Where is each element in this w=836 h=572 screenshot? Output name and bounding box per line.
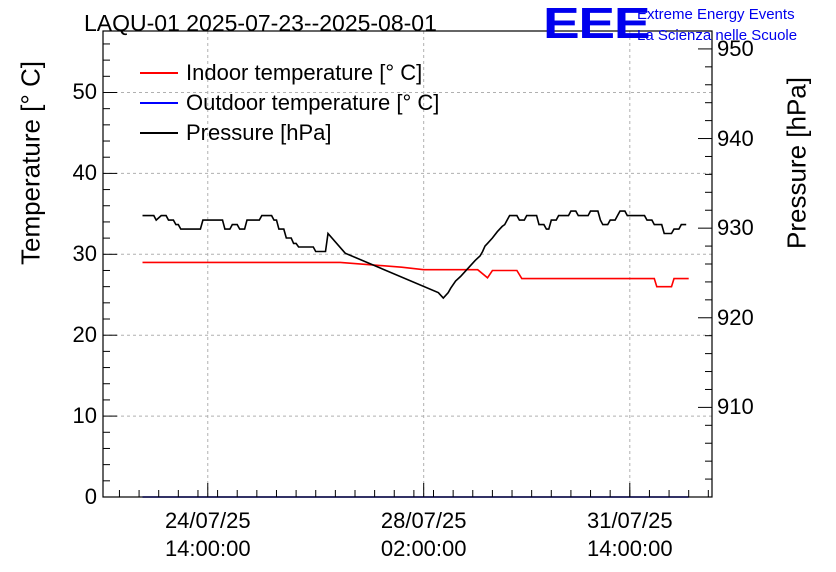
axis-layer [102,30,713,498]
series-line-0 [142,261,689,288]
legend-item-indoor: Indoor temperature [° C] [140,58,439,88]
left-tick-label: 50 [72,79,97,105]
series-line-2 [142,210,687,300]
x-tick-label-2: 31/07/25 14:00:00 [560,507,700,563]
right-tick-label: 930 [717,215,754,241]
right-tick-label: 950 [717,35,754,61]
x-tick-date: 31/07/25 [586,508,673,533]
x-tick-time: 02:00:00 [380,536,467,561]
x-tick-time: 14:00:00 [586,536,673,561]
legend-swatch-pressure [140,132,178,134]
left-tick-label: 0 [84,484,97,509]
left-tick-label: 40 [72,160,97,186]
legend-swatch-indoor [140,72,178,74]
logo-line-2: La Scienza nelle Scuole [637,27,798,44]
legend-label-outdoor: Outdoor temperature [° C] [186,90,440,115]
legend-item-outdoor: Outdoor temperature [° C] [140,88,439,118]
x-tick-date: 28/07/25 [380,508,467,533]
eee-logo: EEE [543,0,651,48]
x-tick-label-0: 24/07/25 14:00:00 [138,507,278,563]
left-tick-label: 30 [72,241,97,267]
legend-swatch-outdoor [140,102,178,104]
x-tick-time: 14:00:00 [164,536,251,561]
legend: Indoor temperature [° C] Outdoor tempera… [140,58,439,148]
legend-label-indoor: Indoor temperature [° C] [186,60,423,85]
chart-title: LAQU-01 2025-07-23--2025-08-01 [84,10,437,36]
right-tick-label: 940 [717,125,754,151]
right-tick-label: 920 [717,304,754,330]
y-axis-right-title: Pressure [hPa] [781,77,812,249]
right-tick-label: 910 [717,394,754,420]
left-tick-label: 20 [72,322,97,348]
legend-label-pressure: Pressure [hPa] [186,120,332,145]
legend-item-pressure: Pressure [hPa] [140,118,439,148]
x-tick-date: 24/07/25 [164,508,251,533]
logo-line-1: Extreme Energy Events [637,6,795,23]
left-tick-label: 10 [72,403,97,429]
x-tick-label-1: 28/07/25 02:00:00 [354,507,494,563]
eee-logo-text: Extreme Energy Events La Scienza nelle S… [637,4,797,46]
